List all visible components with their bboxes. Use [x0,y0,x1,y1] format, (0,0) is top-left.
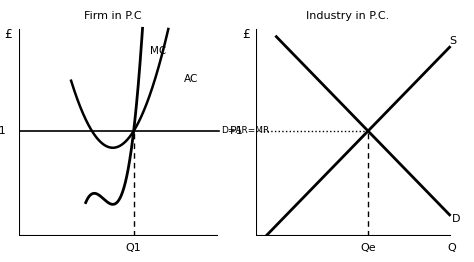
Text: MC: MC [150,46,166,56]
Text: £: £ [5,28,12,41]
Text: D=AR=MR: D=AR=MR [221,127,270,135]
Text: S: S [449,36,457,46]
Text: AC: AC [184,74,198,84]
Text: Qe: Qe [360,243,376,253]
Text: P1: P1 [0,126,7,136]
Text: Firm in P.C: Firm in P.C [84,11,142,21]
Text: P1: P1 [230,126,244,136]
Text: D: D [452,214,460,224]
Text: Q1: Q1 [126,243,142,253]
Text: Q: Q [447,243,456,253]
Text: Industry in P.C.: Industry in P.C. [306,11,389,21]
Text: £: £ [242,28,250,41]
